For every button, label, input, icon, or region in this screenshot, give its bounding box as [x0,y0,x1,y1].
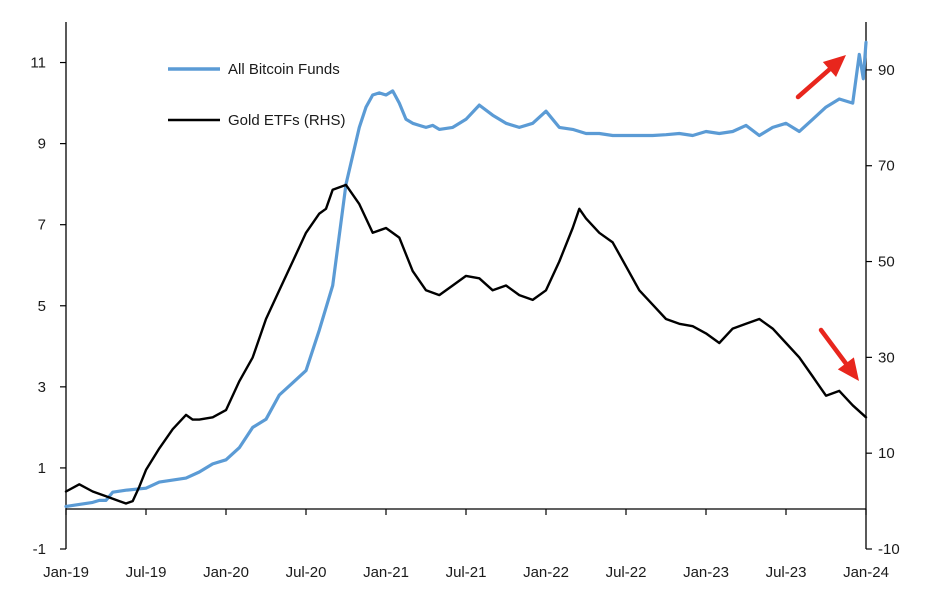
axes: -1 1 3 5 7 9 11 -10 10 30 50 70 90 Jan-19 Jul-19 Jan-20… [30,22,900,581]
right-y-tick-label: 10 [878,445,895,462]
arrow-down-shaft [818,327,849,366]
series-line-gold [64,183,868,505]
left-y-tick-label: 7 [38,217,46,234]
x-tick-label: Jan-21 [363,564,409,581]
left-y-tick-label: 5 [38,298,46,315]
left-y-tick-label: 3 [38,379,46,396]
legend-label-bitcoin: All Bitcoin Funds [228,61,340,78]
left-y-tick-label: 11 [30,55,46,72]
left-y-tick-label: 9 [38,136,46,153]
legend: All Bitcoin Funds Gold ETFs (RHS) [168,61,346,129]
right-y-tick-label: 70 [878,158,895,175]
left-y-tick-label: -1 [33,541,46,558]
x-tick-label: Jul-19 [126,564,167,581]
right-y-tick-label: 90 [878,62,895,79]
x-tick-label: Jul-21 [446,564,487,581]
x-tick-label: Jan-19 [43,564,89,581]
arrow-up-shaft [795,67,832,100]
right-y-tick-label: 30 [878,349,895,366]
arrow-up-head [822,55,846,78]
right-y-tick-label: 50 [878,254,895,271]
left-y-tick-label: 1 [38,460,46,477]
x-tick-label: Jul-20 [286,564,327,581]
x-tick-label: Jan-24 [843,564,889,581]
x-tick-label: Jul-22 [606,564,647,581]
x-tick-label: Jul-23 [766,564,807,581]
x-tick-label: Jan-20 [203,564,249,581]
series-group [64,40,868,508]
x-tick-label: Jan-22 [523,564,569,581]
annotation-arrows [795,55,859,381]
series-line-bitcoin [64,40,868,508]
legend-label-gold: Gold ETFs (RHS) [228,112,346,129]
right-y-tick-label: -10 [878,541,900,558]
x-tick-label: Jan-23 [683,564,729,581]
arrow-down-head [837,357,859,381]
